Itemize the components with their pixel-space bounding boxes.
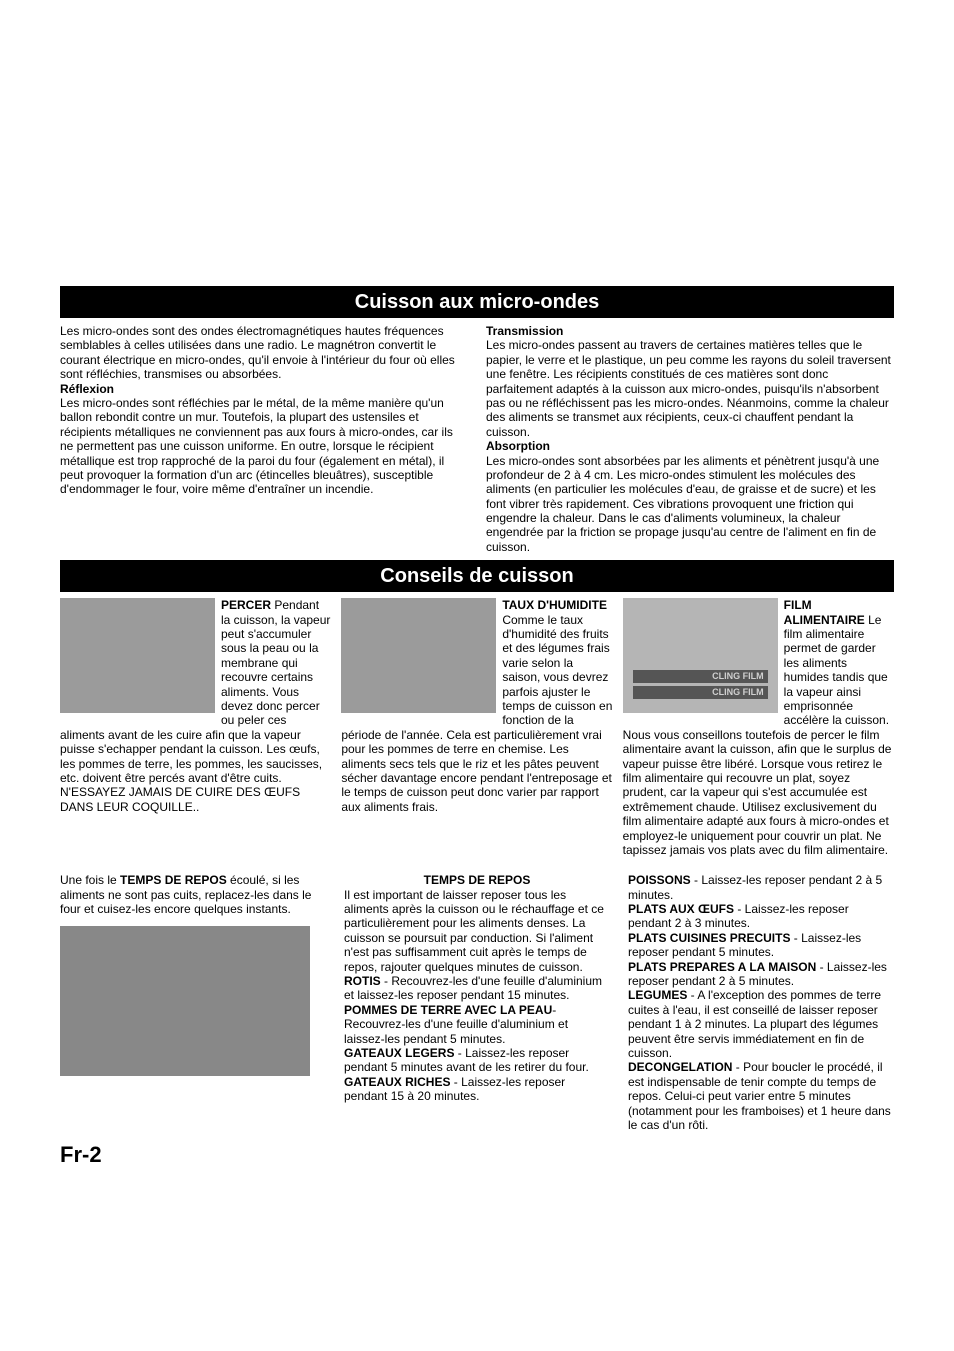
lower-row: Une fois le TEMPS DE REPOS écoulé, si le… — [60, 873, 894, 1132]
k-rotis: ROTIS — [344, 974, 381, 988]
intro-left: Les micro-ondes sont des ondes électroma… — [60, 324, 468, 554]
film-strip-label-2: CLING FILM — [633, 686, 768, 699]
lower-left-t1a: Une fois le — [60, 873, 120, 887]
tip-humidite: TAUX D'HUMIDITE Comme le taux d'humidité… — [341, 598, 612, 857]
lower-left-text: Une fois le TEMPS DE REPOS écoulé, si le… — [60, 873, 326, 916]
k-pdt: POMMES DE TERRE AVEC LA PEAU — [344, 1003, 552, 1017]
tips-row: PERCER Pendant la cuisson, la vapeur peu… — [60, 598, 894, 857]
section-band-conseils: Conseils de cuisson — [60, 560, 894, 592]
film-strip-label-1: CLING FILM — [633, 670, 768, 683]
intro-left-p2: Les micro-ondes sont réfléchies par le m… — [60, 396, 468, 497]
tip-film: CLING FILM CLING FILM FILM ALIMENTAIRE L… — [623, 598, 894, 857]
tip-percer: PERCER Pendant la cuisson, la vapeur peu… — [60, 598, 331, 857]
lower-mid: TEMPS DE REPOS Il est important de laiss… — [344, 873, 610, 1132]
intro-right-h2: Absorption — [486, 439, 550, 453]
v-rotis: - Recouvrez-les d'une feuille d'aluminiu… — [344, 974, 602, 1002]
lower-left-t1b: TEMPS DE REPOS — [120, 873, 227, 887]
page-number: Fr-2 — [60, 1142, 894, 1168]
k-maison: PLATS PREPARES A LA MAISON — [628, 960, 816, 974]
intro-right-p2: Les micro-ondes sont absorbées par les a… — [486, 454, 894, 555]
lower-left: Une fois le TEMPS DE REPOS écoulé, si le… — [60, 873, 326, 1132]
k-oeufs: PLATS AUX ŒUFS — [628, 902, 734, 916]
k-legumes: LEGUMES — [628, 988, 687, 1002]
section-band-cuisson: Cuisson aux micro-ondes — [60, 286, 894, 318]
intro-left-h1: Réflexion — [60, 382, 114, 396]
intro-columns: Les micro-ondes sont des ondes électroma… — [60, 324, 894, 554]
intro-right-p1: Les micro-ondes passent au travers de ce… — [486, 338, 894, 439]
intro-left-p1: Les micro-ondes sont des ondes électroma… — [60, 324, 468, 382]
intro-right-h1: Transmission — [486, 324, 563, 338]
k-precuits: PLATS CUISINES PRECUITS — [628, 931, 790, 945]
k-poissons: POISSONS — [628, 873, 691, 887]
tip-film-image: CLING FILM CLING FILM — [623, 598, 778, 713]
k-decong: DECONGELATION — [628, 1060, 732, 1074]
k-gr: GATEAUX RICHES — [344, 1075, 450, 1089]
tip-humidite-heading: TAUX D'HUMIDITE — [502, 598, 607, 612]
tip-percer-heading: PERCER — [221, 598, 271, 612]
lower-mid-p1: Il est important de laisser reposer tous… — [344, 888, 610, 974]
tip-percer-image — [60, 598, 215, 713]
tip-humidite-image — [341, 598, 496, 713]
lower-mid-heading: TEMPS DE REPOS — [424, 873, 531, 887]
lower-left-image — [60, 926, 310, 1076]
intro-right: Transmission Les micro-ondes passent au … — [486, 324, 894, 554]
tip-film-heading: FILM ALIMENTAIRE — [784, 598, 865, 626]
k-gl: GATEAUX LEGERS — [344, 1046, 454, 1060]
lower-right: POISSONS - Laissez-les reposer pendant 2… — [628, 873, 894, 1132]
